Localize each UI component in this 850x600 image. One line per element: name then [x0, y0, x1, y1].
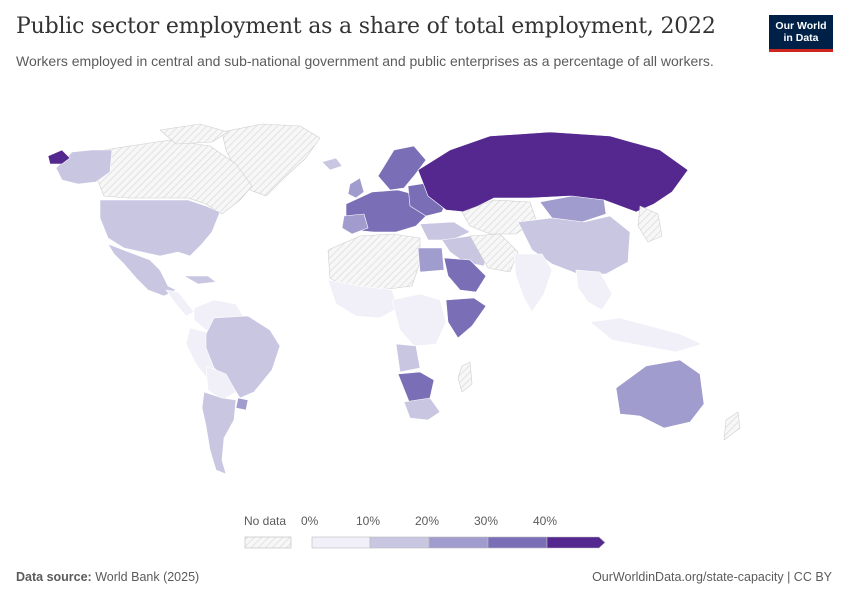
- argentina-chile-shape[interactable]: [201, 391, 237, 475]
- legend-bin-3: [487, 536, 548, 549]
- bolivia-paraguay-shape[interactable]: [205, 365, 237, 401]
- alaska-shape: [55, 149, 113, 185]
- legend-tick-label: 20%: [415, 514, 440, 528]
- iran-pakistan-shape[interactable]: [469, 233, 519, 273]
- color-legend: No data 0% 10% 20% 30% 40%: [240, 514, 620, 554]
- logo-line-1: Our World: [775, 20, 827, 32]
- source-link[interactable]: OurWorldinData.org/state-capacity | CC B…: [592, 570, 832, 584]
- brazil-shape[interactable]: [205, 315, 281, 399]
- west-africa-shape[interactable]: [327, 279, 399, 319]
- legend-tick-label: 10%: [356, 514, 381, 528]
- new-zealand-shape[interactable]: [723, 411, 741, 441]
- logo-line-2: in Data: [783, 32, 819, 44]
- legend-no-data-swatch: [244, 536, 292, 549]
- saudi-arabia-shape[interactable]: [443, 257, 487, 293]
- caribbean-shape[interactable]: [183, 275, 217, 285]
- india-shape[interactable]: [513, 253, 553, 313]
- world-map[interactable]: [0, 100, 850, 500]
- indonesia-shape[interactable]: [589, 317, 703, 353]
- data-source-label: Data source:: [16, 570, 92, 584]
- central-africa-shape[interactable]: [391, 293, 447, 347]
- southern-africa-shape[interactable]: [397, 371, 435, 405]
- madagascar-shape[interactable]: [457, 361, 473, 393]
- east-africa-shape[interactable]: [445, 297, 487, 339]
- legend-no-data-label: No data: [244, 514, 287, 528]
- australia-shape[interactable]: [615, 359, 705, 429]
- turkey-caucasus-shape[interactable]: [419, 221, 471, 241]
- alaska-west-tip-shape: [47, 149, 71, 165]
- legend-bar: [244, 536, 606, 549]
- central-america-shape[interactable]: [165, 289, 195, 317]
- chart-subtitle: Workers employed in central and sub-nati…: [16, 53, 714, 69]
- legend-bin-4: [546, 536, 606, 549]
- iberia-shape[interactable]: [341, 213, 369, 235]
- legend-tick-label: 30%: [474, 514, 499, 528]
- scandinavia-shape[interactable]: [377, 145, 427, 191]
- usa-shape[interactable]: [99, 199, 221, 257]
- legend-bin-0: [311, 536, 371, 549]
- legend-bin-2: [428, 536, 489, 549]
- uk-ireland-shape[interactable]: [347, 177, 365, 199]
- north-africa-shape[interactable]: [327, 233, 421, 291]
- japan-korea-shape[interactable]: [637, 205, 663, 243]
- owid-logo[interactable]: Our World in Data: [769, 15, 833, 52]
- legend-tick-label: 40%: [533, 514, 558, 528]
- data-source: Data source: World Bank (2025): [16, 570, 199, 584]
- southeast-asia-shape[interactable]: [575, 269, 613, 311]
- legend-tick-label: 0%: [301, 514, 319, 528]
- angola-shape[interactable]: [395, 343, 421, 373]
- south-africa-shape[interactable]: [403, 397, 441, 421]
- legend-bin-1: [369, 536, 430, 549]
- chart-title: Public sector employment as a share of t…: [16, 14, 716, 39]
- egypt-shape[interactable]: [417, 247, 445, 273]
- data-source-value: World Bank (2025): [95, 570, 200, 584]
- iceland-shape[interactable]: [321, 157, 343, 171]
- canada-islands-shape[interactable]: [159, 123, 229, 145]
- uruguay-shape[interactable]: [235, 397, 249, 411]
